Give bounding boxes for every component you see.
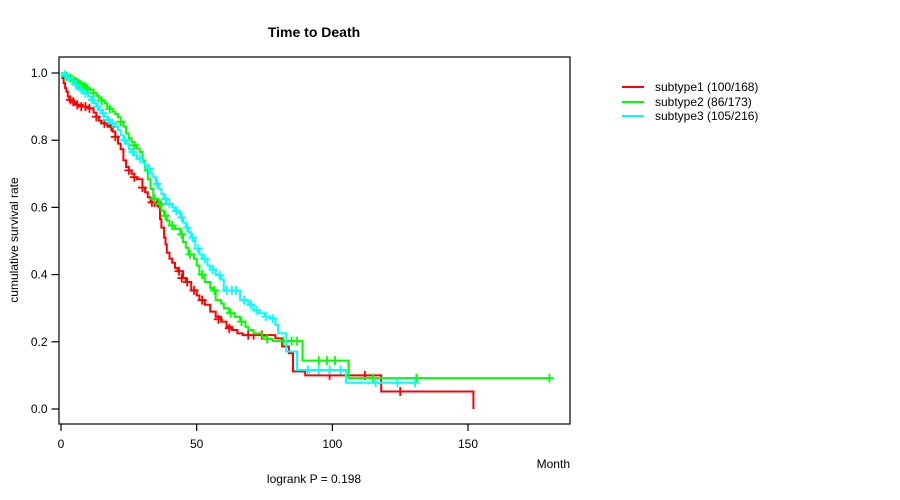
y-axis-tick-label: 1.0 (31, 66, 48, 80)
legend-item-subtype2: subtype2 (86/173) (622, 95, 758, 110)
y-axis-tick-label: 0.6 (31, 200, 48, 214)
censor-marks-subtype1 (66, 95, 405, 396)
legend-line-swatch-subtype3 (622, 115, 644, 118)
x-axis-tick-label: 50 (190, 437, 204, 451)
y-axis-tick-label: 0.0 (31, 402, 48, 416)
legend-item-subtype3: subtype3 (105/216) (622, 109, 758, 124)
legend-label-subtype3: subtype3 (105/216) (655, 109, 759, 123)
legend-label-subtype2: subtype2 (86/173) (655, 94, 752, 109)
x-axis-tick-label: 100 (322, 437, 342, 451)
x-axis-tick-label: 150 (458, 437, 478, 451)
censor-marks-subtype2 (61, 71, 554, 383)
x-axis-tick-label: 0 (58, 437, 65, 451)
legend-item-subtype1: subtype1 (100/168) (622, 80, 758, 95)
survival-curve-subtype3 (61, 72, 416, 384)
x-axis-title: Month (536, 457, 570, 471)
censor-marks-subtype3 (60, 70, 420, 388)
y-axis-tick-label: 0.4 (31, 268, 48, 282)
plot-legend: subtype1 (100/168) subtype2 (86/173) subty… (622, 80, 758, 124)
plot-frame (58, 56, 571, 425)
legend-line-swatch-subtype1 (622, 86, 644, 89)
logrank-pvalue-note: logrank P = 0.198 (266, 472, 362, 486)
legend-line-swatch-subtype2 (622, 100, 644, 103)
y-axis-tick-label: 0.8 (31, 133, 48, 147)
chart-title: Time to Death (267, 24, 361, 40)
survival-curve-subtype2 (61, 72, 551, 380)
y-axis-tick-label: 0.2 (31, 335, 48, 349)
legend-label-subtype1: subtype1 (100/168) (655, 80, 759, 94)
